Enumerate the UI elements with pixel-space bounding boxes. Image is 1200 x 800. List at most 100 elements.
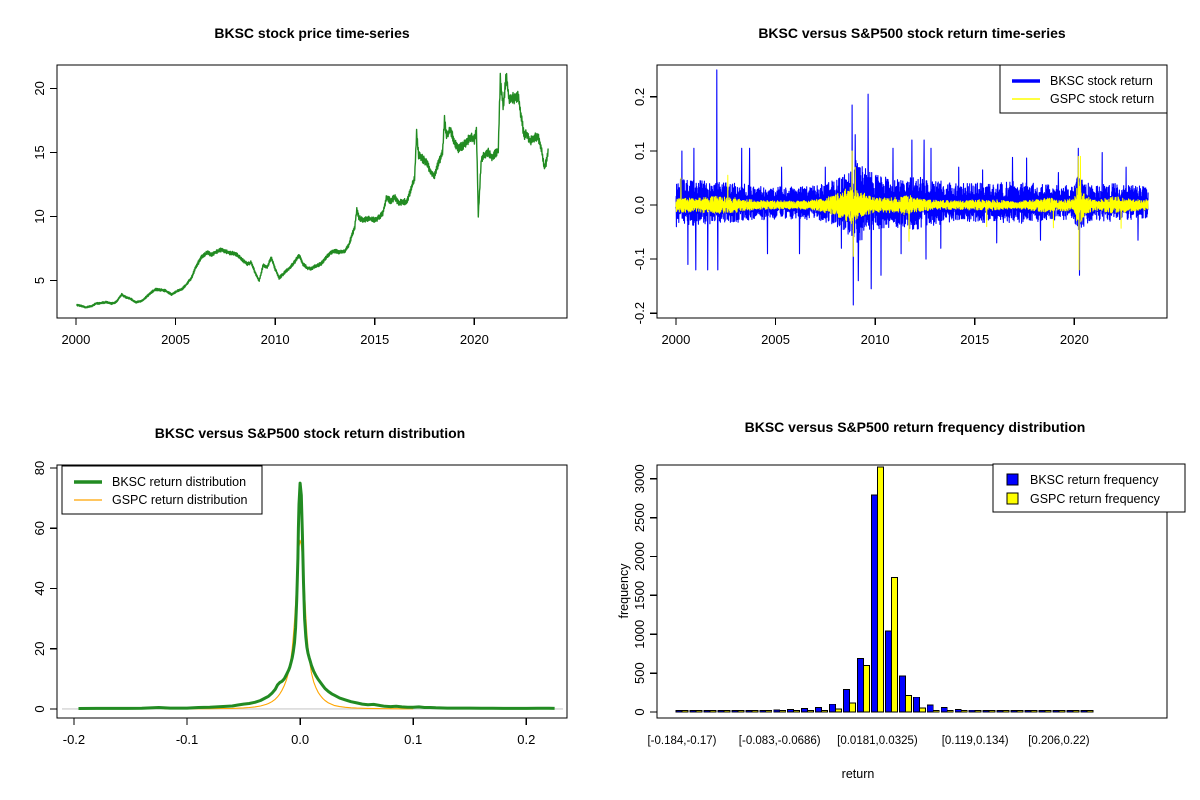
- bksc-frequency-bar: [1038, 710, 1046, 713]
- gspc-frequency-bar: [793, 710, 801, 713]
- bksc-frequency-bar: [1066, 710, 1074, 713]
- panel-price-chart: BKSC stock price time-series 2000 2005 201…: [32, 25, 568, 347]
- x-tick-label: 2005: [161, 332, 190, 347]
- legend-entry-label: GSPC stock return: [1050, 92, 1154, 106]
- gspc-frequency-bar: [1058, 710, 1066, 713]
- panel-frequency-chart: BKSC versus S&P500 return frequency dist…: [617, 419, 1186, 781]
- bksc-frequency-bar: [815, 706, 823, 713]
- gspc-frequency-bar: [1072, 710, 1080, 713]
- bksc-frequency-bar: [745, 710, 753, 713]
- chart-title: BKSC stock price time-series: [214, 25, 410, 41]
- density-plot-area: -0.2 -0.1 0.0 0.1 0.2 0 20 40 60 80 BKSC return di…: [32, 461, 568, 747]
- price-plot-area: 2000 2005 2010 2015 2020 5 10 15 20: [32, 64, 568, 347]
- bksc-frequency-bar: [1052, 710, 1060, 713]
- bksc-frequency-bar: [898, 675, 906, 713]
- y-tick-label: 20: [32, 641, 47, 655]
- y-tick-label: 60: [32, 521, 47, 535]
- legend-box: [61, 465, 263, 515]
- y-tick-label: 3000: [632, 464, 647, 493]
- x-tick-label: 0.2: [517, 732, 535, 747]
- price-series-line: [76, 72, 549, 309]
- y-tick-label: 80: [32, 461, 47, 475]
- plot-border: [656, 64, 1168, 319]
- bksc-frequency-bar: [801, 708, 809, 713]
- bksc-frequency-bar: [912, 696, 920, 713]
- gspc-frequency-bar: [681, 710, 689, 713]
- bksc-frequency-bar: [703, 710, 711, 713]
- legend-entry-label: BKSC return frequency: [1030, 473, 1159, 487]
- bksc-frequency-bar: [717, 710, 725, 713]
- bksc-frequency-bar: [689, 710, 697, 713]
- gspc-density-curve: [164, 539, 414, 710]
- legend-entry-label: BKSC stock return: [1050, 74, 1153, 88]
- bksc-frequency-bar: [954, 709, 962, 713]
- legend-box: [992, 463, 1186, 513]
- y-tick-label: 40: [32, 581, 47, 595]
- gspc-frequency-bar: [918, 707, 926, 713]
- gspc-frequency-bar: [821, 710, 829, 713]
- gspc-frequency-bar: [1086, 710, 1094, 713]
- y-tick-label: 0.1: [632, 142, 647, 160]
- gspc-frequency-bar: [974, 710, 982, 713]
- y-tick-label: -0.1: [632, 248, 647, 270]
- x-bin-label: [0.119,0.134): [942, 735, 1009, 747]
- plot-border: [56, 464, 568, 719]
- bksc-frequency-bar: [884, 630, 892, 713]
- gspc-frequency-bar: [988, 710, 996, 713]
- bksc-density-curve: [78, 481, 555, 710]
- gspc-frequency-bar: [807, 710, 815, 713]
- plot-border: [656, 464, 1168, 719]
- frequency-plot-area: 0 500 1000 1500 2000 2500 3000 [-0.184,-0.17) [-…: [632, 463, 1186, 747]
- x-tick-label: 2010: [261, 332, 290, 347]
- gspc-frequency-bar: [737, 710, 745, 713]
- gspc-frequency-bar: [904, 695, 912, 713]
- gspc-frequency-bar: [1030, 710, 1038, 713]
- y-tick-label: 10: [32, 209, 47, 223]
- gspc-frequency-bar: [932, 710, 940, 713]
- panel-returns-chart: BKSC versus S&P500 stock return time-ser…: [632, 25, 1168, 347]
- y-tick-label: 2500: [632, 503, 647, 532]
- bksc-frequency-bar: [1080, 710, 1088, 713]
- chart-title: BKSC versus S&P500 stock return distribu…: [155, 425, 465, 441]
- gspc-frequency-bar: [1044, 710, 1052, 713]
- gspc-frequency-bar: [751, 710, 759, 713]
- bksc-frequency-bar: [857, 657, 864, 713]
- gspc-frequency-bar: [890, 577, 898, 713]
- legend-entry-label: GSPC return frequency: [1030, 492, 1161, 506]
- legend-square-sample: [1006, 473, 1019, 486]
- y-tick-label: -0.2: [632, 302, 647, 324]
- gspc-frequency-bar: [863, 664, 870, 713]
- bksc-return-line: [675, 69, 1149, 306]
- y-tick-label: 0: [32, 705, 47, 712]
- x-tick-label: -0.1: [176, 732, 198, 747]
- y-tick-label: 0.2: [632, 88, 647, 106]
- gspc-frequency-bar: [876, 466, 884, 713]
- legend-square-sample: [1006, 492, 1019, 505]
- gspc-frequency-bar: [1016, 710, 1024, 713]
- chart-title: BKSC versus S&P500 return frequency dist…: [745, 419, 1086, 435]
- y-tick-label: 2000: [632, 542, 647, 571]
- bksc-frequency-bar: [1024, 710, 1032, 713]
- bksc-frequency-bar: [773, 709, 781, 713]
- y-tick-label: 1500: [632, 581, 647, 610]
- x-tick-label: 2015: [960, 332, 989, 347]
- bksc-frequency-bar: [759, 709, 767, 713]
- x-tick-label: 2020: [460, 332, 489, 347]
- x-tick-label: 0.0: [291, 732, 309, 747]
- x-axis-title: return: [842, 767, 875, 781]
- y-tick-label: 20: [32, 81, 47, 95]
- gspc-return-line: [675, 150, 1149, 271]
- bksc-frequency-bar: [843, 689, 850, 713]
- panel-density-chart: BKSC versus S&P500 stock return distribu…: [32, 425, 568, 747]
- gspc-frequency-bar: [946, 710, 954, 713]
- returns-plot-area: 2000 2005 2010 2015 2020 -0.2 -0.1 0.0 0.1 0.2 BKS…: [632, 64, 1168, 347]
- x-tick-label: 2015: [360, 332, 389, 347]
- gspc-frequency-bar: [960, 710, 968, 713]
- gspc-frequency-bar: [709, 710, 717, 713]
- gspc-frequency-bar: [1002, 710, 1010, 713]
- bksc-frequency-bar: [968, 709, 976, 713]
- y-tick-label: 500: [632, 662, 647, 684]
- y-tick-label: 5: [32, 277, 47, 284]
- bksc-frequency-bar: [829, 703, 837, 713]
